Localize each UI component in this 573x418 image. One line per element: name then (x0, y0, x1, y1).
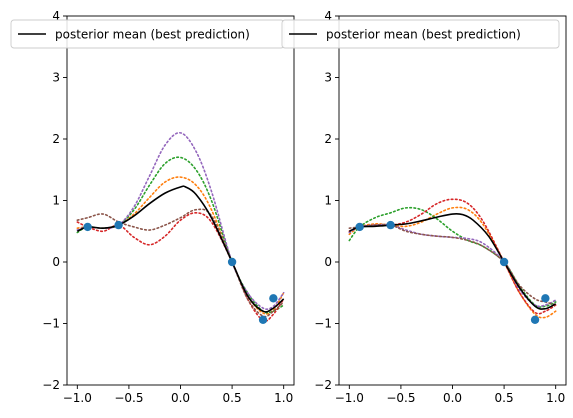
sample-curve-2 (348, 206, 557, 308)
y-tick-label: 0 (52, 255, 60, 269)
y-tick-label: −1 (314, 317, 332, 331)
y-tick-label: 1 (324, 194, 332, 208)
y-tick-label: 1 (52, 194, 60, 208)
y-tick-label: 3 (324, 71, 332, 85)
x-tick-label: −0.5 (114, 391, 143, 405)
axes-frame (338, 15, 567, 386)
y-tick-label: 4 (52, 9, 60, 23)
plot-area (348, 198, 557, 325)
legend-right: posterior mean (best prediction) (281, 19, 560, 49)
y-tick-label: 2 (324, 132, 332, 146)
sample-curve-5 (348, 223, 557, 306)
posterior-mean-line (76, 185, 285, 313)
observation-point (227, 257, 237, 267)
x-tick-label: 0.0 (171, 391, 190, 405)
y-tick-label: 4 (324, 9, 332, 23)
plot-area (76, 131, 285, 325)
sample-curve-5 (76, 208, 285, 318)
legend-label: posterior mean (best prediction) (326, 28, 521, 42)
legend-label: posterior mean (best prediction) (55, 28, 250, 42)
x-tick-label: 0.5 (495, 391, 514, 405)
legend-left: posterior mean (best prediction) (10, 19, 285, 49)
sample-curve-1 (348, 206, 557, 319)
observation-point (269, 294, 278, 303)
observation-point (114, 220, 123, 230)
axes-frame (66, 15, 295, 386)
sample-curve-1 (76, 176, 285, 315)
x-tick-label: 0.0 (443, 391, 462, 405)
sample-curve-3 (76, 211, 285, 322)
panel-right: −1.0 −0.5 0.0 0.5 1.0 −2 −1 0 1 2 3 4 (314, 9, 567, 405)
observation-point (355, 222, 364, 232)
x-tick-label: −1.0 (335, 391, 364, 405)
x-tick-label: 0.5 (223, 391, 242, 405)
sample-curve-2 (76, 156, 285, 314)
legend-box (281, 19, 560, 49)
y-tick-label: −2 (314, 378, 332, 392)
observation-point (530, 315, 540, 325)
observation-point (386, 220, 395, 230)
y-tick-label: −2 (42, 378, 60, 392)
x-tick-label: 1.0 (274, 391, 293, 405)
x-tick-label: 1.0 (546, 391, 565, 405)
observation-point (499, 257, 509, 267)
y-tick-label: 2 (52, 132, 60, 146)
posterior-mean-line (348, 212, 557, 310)
x-tick-label: −1.0 (63, 391, 92, 405)
y-tick-label: 3 (52, 71, 60, 85)
observation-point (83, 222, 92, 232)
observation-point (258, 315, 268, 325)
y-tick-label: 0 (324, 255, 332, 269)
x-tick-label: −0.5 (386, 391, 415, 405)
panel-left: −1.0 −0.5 0.0 0.5 1.0 −2 −1 0 1 2 3 4 (42, 9, 295, 405)
observation-point (541, 294, 550, 303)
y-tick-label: −1 (42, 317, 60, 331)
